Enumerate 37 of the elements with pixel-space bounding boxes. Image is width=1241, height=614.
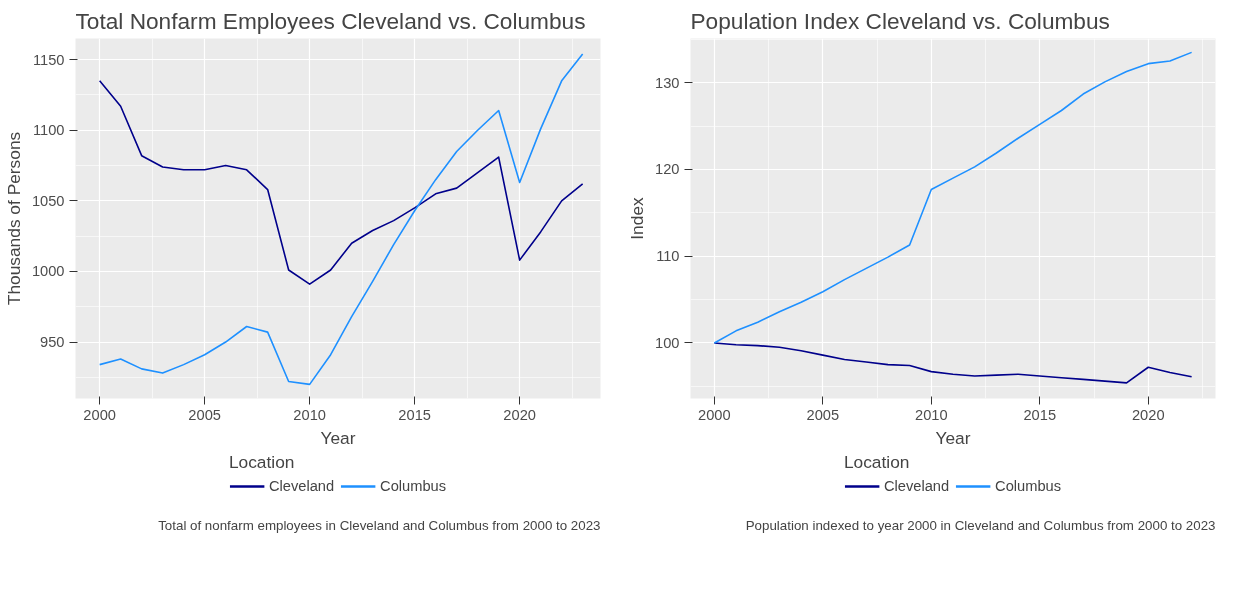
- y-tick-label: 1050: [31, 192, 65, 209]
- x-tick-label: 2010: [293, 406, 326, 423]
- x-tick-label: 2020: [1131, 406, 1165, 423]
- y-tick-label: 1100: [32, 122, 65, 139]
- legend-label: Columbus: [380, 478, 447, 494]
- x-tick-label: 2015: [398, 406, 431, 423]
- legend-title: Location: [228, 452, 296, 473]
- legend-title: Location: [843, 452, 911, 473]
- x-tick-label: 2005: [188, 406, 221, 423]
- line-series: [98, 80, 584, 285]
- y-axis-title: Thousands of Persons: [3, 131, 24, 306]
- line-series: [713, 51, 1193, 344]
- line-series: [98, 53, 584, 386]
- x-tick-label: 2000: [83, 406, 116, 423]
- text: Population indexed to year 2000 in Cleveland and Columbus from 2000 to 2023: [745, 517, 1216, 533]
- chart-title: Total Nonfarm Employees Cleveland vs. Columbus: [75, 7, 586, 34]
- y-tick-label: 130: [655, 74, 680, 91]
- legend-label: Columbus: [995, 478, 1062, 494]
- y-tick-label: 1000: [31, 263, 65, 280]
- y-tick-label: 950: [40, 334, 65, 351]
- y-tick-label: 1150: [32, 51, 65, 68]
- y-axis-title: Index: [627, 196, 648, 240]
- y-tick-label: 100: [655, 334, 680, 351]
- x-axis-title: Year: [935, 427, 971, 448]
- y-tick-label: 110: [656, 248, 680, 265]
- x-tick-label: 2000: [698, 406, 731, 423]
- chart-title: Population Index Cleveland vs. Columbus: [690, 7, 1110, 34]
- text: Total of nonfarm employees in Cleveland and Columbus from 2000 to 2023: [158, 517, 601, 533]
- x-tick-label: 2005: [806, 406, 840, 423]
- legend-label: Cleveland: [883, 478, 950, 494]
- x-tick-label: 2020: [503, 406, 536, 423]
- x-tick-label: 2010: [915, 406, 948, 423]
- x-axis-title: Year: [320, 427, 356, 448]
- x-tick-label: 2015: [1023, 406, 1057, 423]
- line-series: [713, 342, 1193, 384]
- legend-label: Cleveland: [268, 478, 335, 494]
- y-tick-label: 120: [655, 161, 680, 178]
